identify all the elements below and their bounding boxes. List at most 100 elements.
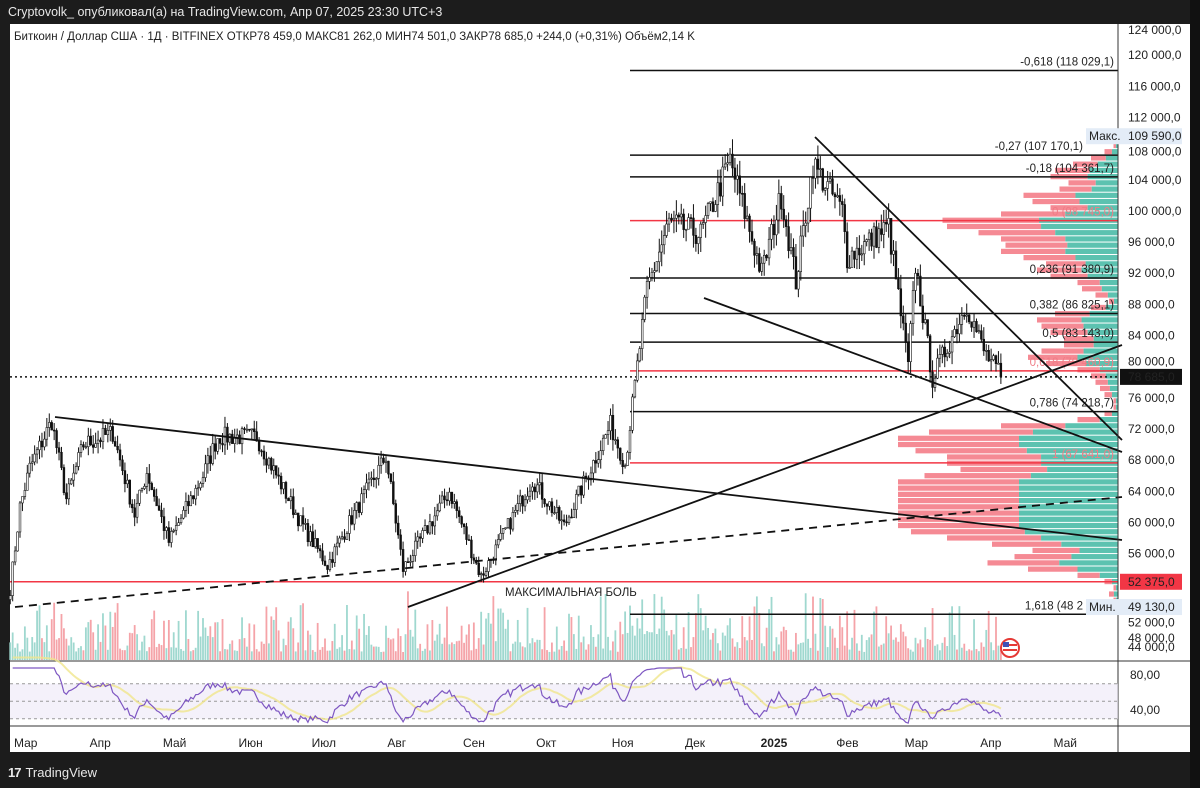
candle [187,501,190,507]
volume-bar [289,617,292,660]
candle [321,550,324,562]
volume-bar [619,621,622,660]
candle [33,453,36,463]
volume-bar [995,616,997,660]
trendlines[interactable] [14,136,1123,608]
candle [106,430,110,435]
candle [257,440,261,452]
profile-bar-down [1091,304,1106,311]
candle [658,251,661,263]
volume-bar [429,650,431,660]
volume-bar [812,596,814,660]
candle [741,192,744,195]
volume-bar [690,647,692,660]
volume-bar [65,638,68,660]
candle [628,430,632,453]
price-tick-label: 64 000,0 [1128,484,1175,498]
profile-bar-up [1091,186,1118,192]
price-tick-label: 44 000,0 [1128,640,1175,654]
time-axis[interactable]: Мар Апр Май Июн Июл Авг Сен Окт Ноя Дек 2025 Фев Мар… [14,736,1077,750]
volume-bar [148,647,151,660]
volume-bar [138,650,141,660]
candle [806,207,810,224]
candle [514,510,517,513]
volume-bar [831,628,834,660]
candle [506,518,510,528]
footer-brand[interactable]: TradingView [25,765,98,780]
candle [899,288,903,317]
profile-bar-down [947,535,1042,541]
volume-bar [172,632,175,660]
candle [601,437,605,451]
volume-bar [597,634,600,660]
candle [662,235,666,246]
volume-bar [238,639,241,660]
volume-bar [921,647,924,660]
candle [845,231,849,269]
volume-bar [250,651,253,660]
price-tick-label: 124 000,0 [1128,23,1182,37]
volume-bar [436,634,439,660]
candle [494,544,497,561]
candle [904,322,907,343]
volume-bar [287,621,290,660]
candle [355,502,358,511]
candle [811,176,815,179]
candle [967,314,971,323]
candle [433,515,436,527]
candle [279,475,283,490]
candle [675,214,678,219]
volume-bar [973,619,975,660]
candle [692,217,695,236]
volume-bar [734,646,736,660]
volume-bar [87,622,90,660]
last-price-label-bg [1120,368,1182,385]
volume-bar [914,637,917,660]
flag-icon[interactable] [1000,638,1020,658]
profile-bar-up [1105,155,1118,161]
candle [111,426,114,442]
volume-bar [60,614,63,660]
volume-bar [465,634,468,660]
candle [262,450,266,460]
fibonacci-levels[interactable]: -0,618 (118 029,1) -0,27 (107 170,1) -0,18… [10,56,1118,616]
candle [40,440,44,448]
fib-level-label: 0,236 (91 380,9) [1030,264,1115,276]
price-tick-label: 108 000,0 [1128,145,1182,159]
volume-bar [331,641,334,660]
candle [723,163,727,168]
volume-bar [97,624,99,660]
candle [394,503,397,524]
candle [631,396,634,431]
profile-bar-up [1115,398,1118,404]
volume-bar [702,630,705,660]
candle [221,443,224,446]
candle [377,464,380,479]
candle [131,503,134,509]
volume-bar [397,628,400,660]
volume-bar [682,627,685,660]
volume-bar [607,636,609,660]
price-tick-label: 84 000,0 [1128,329,1175,343]
candle [245,428,249,431]
candle [343,536,346,540]
profile-bar-down [898,504,1019,510]
volume-bar [482,644,485,660]
candle [443,495,446,501]
profile-bar-up [1019,435,1118,441]
candle [819,168,822,171]
volume-bar [299,605,302,660]
candle [284,482,288,499]
candle [375,478,378,481]
fib-level-label: 1 (67 641,0) [1052,449,1114,461]
volume-bar [936,644,939,660]
candle [204,463,207,478]
candle [721,166,724,197]
candle [150,483,153,491]
price-axis[interactable]: 124 000,0 120 000,0 116 000,0 112 000,0 108 … [1086,23,1182,654]
volume-bar [709,639,712,660]
candle [499,532,502,540]
volume-bar [987,610,990,660]
volume-bar [248,623,251,660]
